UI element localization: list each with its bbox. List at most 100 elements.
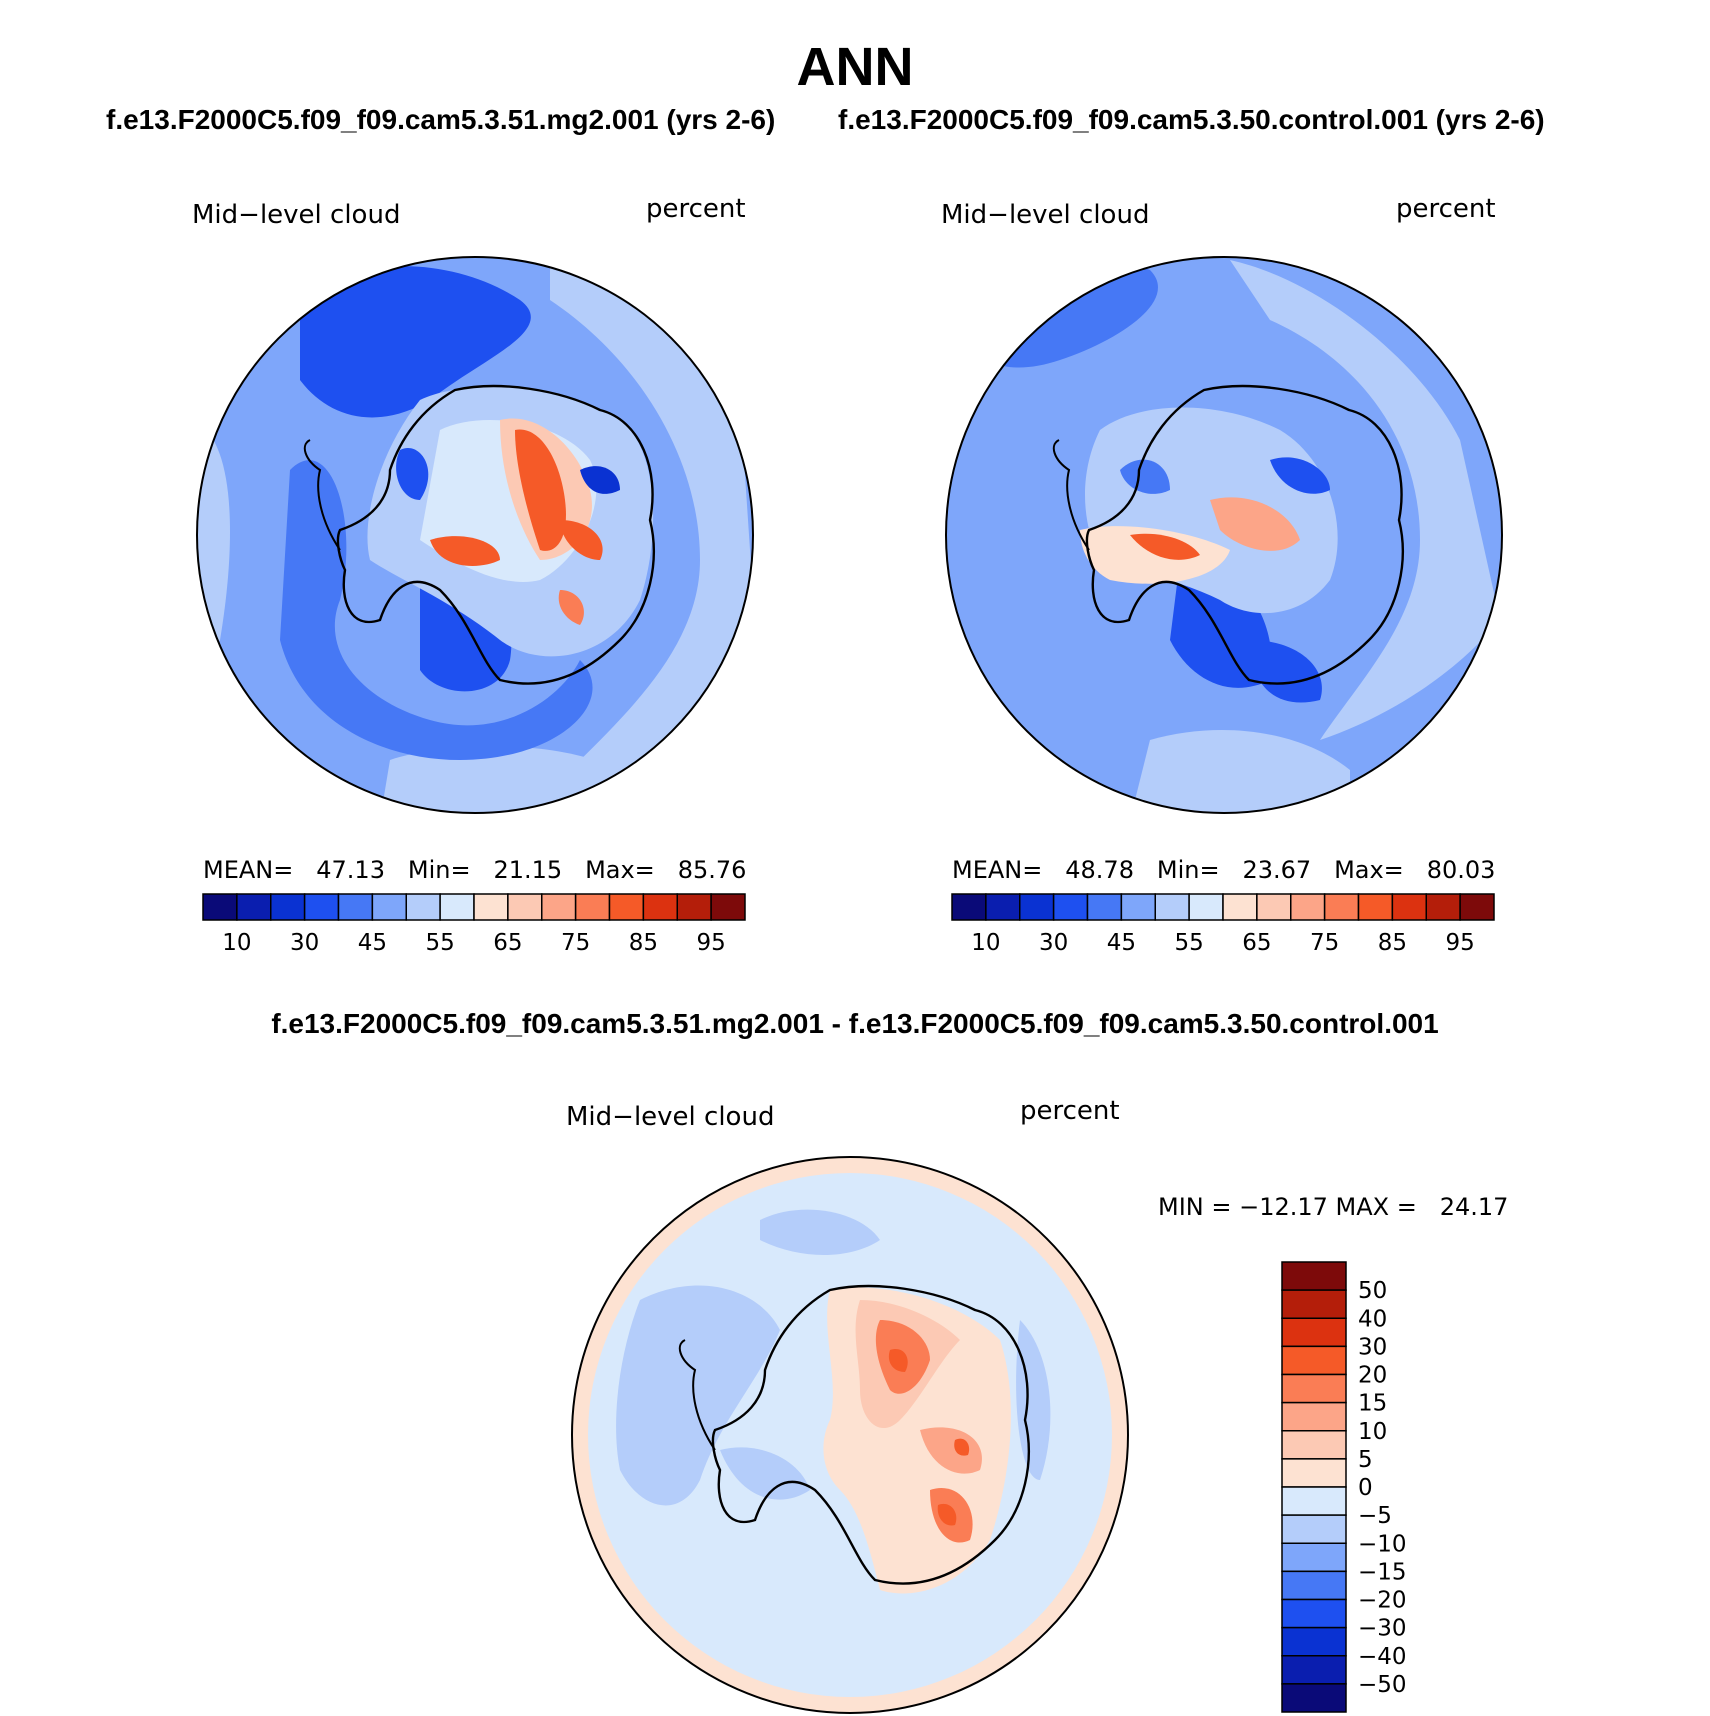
page-title: ANN xyxy=(796,37,914,97)
left-colorbar-box xyxy=(405,893,441,921)
diff-colorbar-label: −30 xyxy=(1358,1616,1407,1642)
right-colorbar-label: 10 xyxy=(971,930,1000,956)
diff-panel: Mid−level cloud percent MIN = −12.17 MAX… xyxy=(566,1096,1508,1714)
right-colorbar-box xyxy=(1323,893,1360,921)
left-colorbar-box xyxy=(541,893,577,921)
left-colorbar-box xyxy=(473,893,509,921)
right-colorbar-label: 30 xyxy=(1039,930,1068,956)
right-colorbar-box xyxy=(1290,893,1326,921)
diff-map-border xyxy=(571,1156,1129,1714)
diff-colorbar-label: 30 xyxy=(1358,1334,1387,1360)
right-colorbar-box xyxy=(1222,893,1258,921)
diff-colorbar-label: −40 xyxy=(1358,1644,1407,1670)
diff-colorbar-label: 50 xyxy=(1358,1278,1387,1304)
right-colorbar-label: 75 xyxy=(1310,930,1339,956)
right-colorbar-box xyxy=(1086,893,1123,921)
right-variable-label: Mid−level cloud xyxy=(941,200,1149,230)
left-colorbar-label: 30 xyxy=(290,930,319,956)
right-coastline xyxy=(1085,384,1404,685)
right-colorbar-box xyxy=(1154,893,1190,921)
left-colorbar: 10 30 45 55 65 75 85 95 xyxy=(202,893,746,956)
left-map-field xyxy=(197,257,753,813)
diff-colorbar-box xyxy=(1281,1317,1347,1348)
diff-colorbar-box xyxy=(1281,1486,1347,1516)
right-panel: Mid−level cloud percent MEAN= 48.78 Min=… xyxy=(941,194,1503,956)
left-colorbar-box xyxy=(642,893,678,921)
right-colorbar: 10 30 45 55 65 75 85 95 xyxy=(951,893,1495,956)
right-colorbar-label: 45 xyxy=(1107,930,1136,956)
diff-colorbar-label: 10 xyxy=(1358,1419,1387,1445)
right-colorbar-box xyxy=(1188,893,1224,921)
left-colorbar-box xyxy=(270,893,306,921)
diff-colorbar-label: −15 xyxy=(1358,1559,1407,1585)
left-colorbar-label: 65 xyxy=(493,930,522,956)
left-coastline xyxy=(336,384,655,685)
left-colorbar-box xyxy=(371,893,407,921)
right-colorbar-label: 55 xyxy=(1174,930,1203,956)
left-colorbar-box xyxy=(710,893,746,921)
right-colorbar-box xyxy=(985,893,1021,921)
left-colorbar-label: 95 xyxy=(696,930,725,956)
diff-colorbar-label: 5 xyxy=(1358,1447,1373,1473)
diff-colorbar-box xyxy=(1281,1514,1347,1544)
diff-units-label: percent xyxy=(1020,1096,1120,1126)
right-case-title: f.e13.F2000C5.f09_f09.cam5.3.50.control.… xyxy=(838,104,1545,135)
diff-colorbar-box xyxy=(1281,1401,1347,1432)
diff-colorbar-box xyxy=(1281,1598,1347,1629)
left-colorbar-box xyxy=(303,893,340,921)
diff-colorbar-box xyxy=(1281,1261,1347,1291)
right-colorbar-label: 65 xyxy=(1242,930,1271,956)
diff-colorbar-box xyxy=(1281,1458,1347,1488)
left-panel: Mid−level cloud percent MEAN= 47.13 Min=… xyxy=(192,194,754,956)
left-colorbar-box xyxy=(507,893,543,921)
diff-colorbar-label: 15 xyxy=(1358,1391,1387,1417)
right-map-border xyxy=(945,256,1503,814)
right-colorbar-box xyxy=(1459,893,1495,921)
diff-colorbar-label: −20 xyxy=(1358,1588,1407,1614)
left-variable-label: Mid−level cloud xyxy=(192,200,400,230)
diff-colorbar-box xyxy=(1281,1430,1347,1460)
left-map-border xyxy=(196,256,754,814)
right-colorbar-box xyxy=(1019,893,1055,921)
left-colorbar-label: 10 xyxy=(222,930,251,956)
diff-variable-label: Mid−level cloud xyxy=(566,1102,774,1132)
left-units-label: percent xyxy=(646,194,746,224)
right-colorbar-box xyxy=(1120,893,1156,921)
right-colorbar-box xyxy=(1425,893,1461,921)
diff-colorbar-box xyxy=(1281,1683,1347,1713)
left-colorbar-label: 55 xyxy=(425,930,454,956)
diff-coastline xyxy=(711,1284,1030,1585)
diff-map-field xyxy=(572,1157,1128,1713)
right-colorbar-box xyxy=(1357,893,1394,921)
left-colorbar-box xyxy=(676,893,712,921)
diff-colorbar-box xyxy=(1281,1373,1347,1404)
right-peninsula xyxy=(1052,439,1090,551)
left-colorbar-label: 45 xyxy=(358,930,387,956)
diff-colorbar-label: −50 xyxy=(1358,1672,1407,1698)
right-colorbar-label: 95 xyxy=(1445,930,1474,956)
left-colorbar-box xyxy=(608,893,645,921)
left-colorbar-label: 75 xyxy=(561,930,590,956)
left-colorbar-box xyxy=(236,893,272,921)
left-colorbar-label: 85 xyxy=(629,930,658,956)
left-stats: MEAN= 47.13 Min= 21.15 Max= 85.76 xyxy=(203,856,746,884)
left-colorbar-box xyxy=(202,893,238,921)
diff-peninsula xyxy=(678,1339,716,1451)
right-colorbar-box xyxy=(1052,893,1089,921)
diff-case-title: f.e13.F2000C5.f09_f09.cam5.3.51.mg2.001 … xyxy=(271,1008,1439,1039)
left-peninsula xyxy=(303,439,341,551)
diff-colorbar-box xyxy=(1281,1570,1347,1601)
diff-colorbar-box xyxy=(1281,1655,1347,1685)
right-colorbar-box xyxy=(951,893,987,921)
right-stats: MEAN= 48.78 Min= 23.67 Max= 80.03 xyxy=(952,856,1495,884)
left-colorbar-box xyxy=(574,893,611,921)
diff-colorbar-label: −5 xyxy=(1358,1503,1392,1529)
diff-colorbar-label: 0 xyxy=(1358,1475,1373,1501)
diff-stats: MIN = −12.17 MAX = 24.17 xyxy=(1158,1193,1508,1221)
right-colorbar-label: 85 xyxy=(1378,930,1407,956)
left-colorbar-box xyxy=(439,893,475,921)
diff-colorbar-box xyxy=(1281,1345,1347,1376)
right-colorbar-box xyxy=(1391,893,1427,921)
diff-colorbar-label: 20 xyxy=(1358,1363,1387,1389)
